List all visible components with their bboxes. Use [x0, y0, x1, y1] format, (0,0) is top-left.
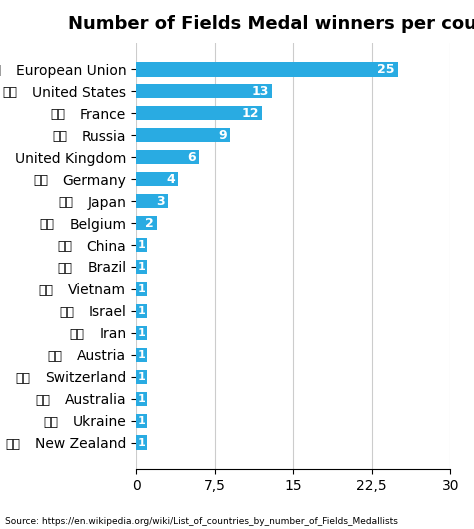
Bar	[136, 216, 157, 230]
Text: 9: 9	[219, 129, 227, 142]
Text: 13: 13	[252, 85, 269, 98]
Bar	[136, 414, 146, 428]
Text: 1: 1	[138, 416, 146, 426]
Bar	[136, 282, 146, 296]
Bar	[136, 128, 230, 142]
Text: 🇪🇺: 🇪🇺	[0, 65, 1, 77]
Text: 🇺🇸: 🇺🇸	[3, 86, 18, 99]
Text: 🇳🇿: 🇳🇿	[6, 437, 20, 451]
Bar	[136, 238, 146, 252]
Text: 🇺🇦: 🇺🇦	[43, 416, 58, 428]
Text: 1: 1	[138, 284, 146, 294]
Text: 🇨🇳: 🇨🇳	[57, 240, 72, 253]
Text: 🇻🇳: 🇻🇳	[39, 284, 54, 297]
Text: 3: 3	[156, 195, 164, 207]
Bar	[136, 370, 146, 384]
Bar	[136, 326, 146, 340]
Text: 6: 6	[187, 151, 196, 163]
Text: 1: 1	[138, 262, 146, 272]
Bar	[136, 106, 262, 121]
Bar	[136, 260, 146, 274]
Text: 25: 25	[377, 63, 395, 76]
Bar	[136, 304, 146, 318]
Text: 1: 1	[138, 372, 146, 382]
Text: 🇯🇵: 🇯🇵	[58, 196, 73, 209]
Text: 🇧🇷: 🇧🇷	[58, 262, 73, 275]
Text: 1: 1	[138, 437, 146, 448]
Text: 🇷🇺: 🇷🇺	[52, 130, 67, 143]
Text: 🇩🇪: 🇩🇪	[33, 174, 48, 187]
Text: 4: 4	[166, 172, 175, 186]
Bar	[136, 435, 146, 450]
Bar	[136, 391, 146, 406]
Text: 1: 1	[138, 394, 146, 404]
Text: 1: 1	[138, 306, 146, 316]
Bar	[136, 348, 146, 362]
Text: 🇧🇪: 🇧🇪	[40, 218, 55, 231]
Text: Source: https://en.wikipedia.org/wiki/List_of_countries_by_number_of_Fields_Meda: Source: https://en.wikipedia.org/wiki/Li…	[5, 517, 398, 526]
Text: 12: 12	[241, 107, 259, 120]
Text: 🇦🇹: 🇦🇹	[48, 350, 63, 363]
Bar	[136, 172, 178, 186]
Title: Number of Fields Medal winners per country: Number of Fields Medal winners per count…	[68, 15, 474, 33]
Text: 🇫🇷: 🇫🇷	[51, 108, 65, 121]
Text: 🇦🇺: 🇦🇺	[35, 394, 50, 407]
Text: 🇮🇱: 🇮🇱	[59, 306, 74, 319]
Bar	[136, 62, 398, 77]
Text: 1: 1	[138, 350, 146, 360]
Text: 🇨🇭: 🇨🇭	[16, 372, 31, 385]
Bar	[136, 150, 199, 165]
Text: 2: 2	[145, 216, 154, 230]
Bar	[136, 84, 272, 98]
Bar	[136, 194, 167, 208]
Text: 1: 1	[138, 240, 146, 250]
Text: 1: 1	[138, 328, 146, 338]
Text: 🇮🇷: 🇮🇷	[70, 328, 85, 341]
